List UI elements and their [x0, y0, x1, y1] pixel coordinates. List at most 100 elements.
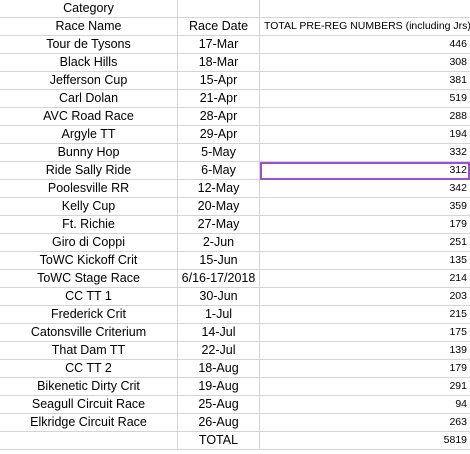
race-date-cell[interactable]: 19-Aug — [178, 378, 260, 396]
table-row: That Dam TT 22-Jul 139 — [0, 342, 470, 360]
table-row: ToWC Kickoff Crit 15-Jun 135 — [0, 252, 470, 270]
empty-cell[interactable] — [178, 0, 260, 18]
race-date-cell[interactable]: 29-Apr — [178, 126, 260, 144]
race-name-cell[interactable]: Catonsville Criterium — [0, 324, 178, 342]
race-date-cell[interactable]: 28-Apr — [178, 108, 260, 126]
count-cell[interactable]: 139 — [260, 342, 470, 360]
count-cell[interactable]: 381 — [260, 72, 470, 90]
race-name-cell[interactable]: CC TT 1 — [0, 288, 178, 306]
race-date-cell[interactable]: 25-Aug — [178, 396, 260, 414]
empty-cell[interactable] — [260, 0, 470, 18]
race-name-cell[interactable]: Argyle TT — [0, 126, 178, 144]
race-date-cell[interactable]: 15-Apr — [178, 72, 260, 90]
count-cell[interactable]: 194 — [260, 126, 470, 144]
race-name-cell[interactable]: Seagull Circuit Race — [0, 396, 178, 414]
count-cell[interactable]: 359 — [260, 198, 470, 216]
race-date-cell[interactable]: 20-May — [178, 198, 260, 216]
table-row: Ft. Richie 27-May 179 — [0, 216, 470, 234]
race-name-cell[interactable]: ToWC Stage Race — [0, 270, 178, 288]
race-name-cell[interactable]: Ft. Richie — [0, 216, 178, 234]
race-date-cell[interactable]: 14-Jul — [178, 324, 260, 342]
race-date-cell[interactable]: 18-Aug — [178, 360, 260, 378]
race-name-cell[interactable]: Bikenetic Dirty Crit — [0, 378, 178, 396]
race-date-cell[interactable]: 26-Aug — [178, 414, 260, 432]
race-name-cell[interactable]: Ride Sally Ride — [0, 162, 178, 180]
total-row: TOTAL 5819 — [0, 432, 470, 450]
race-name-cell[interactable]: Bunny Hop — [0, 144, 178, 162]
count-cell[interactable]: 175 — [260, 324, 470, 342]
count-cell[interactable]: 203 — [260, 288, 470, 306]
race-date-cell[interactable]: 17-Mar — [178, 36, 260, 54]
count-cell[interactable]: 214 — [260, 270, 470, 288]
total-header[interactable]: TOTAL PRE-REG NUMBERS (including Jrs) — [260, 18, 470, 36]
count-cell[interactable]: 288 — [260, 108, 470, 126]
race-date-cell[interactable]: 18-Mar — [178, 54, 260, 72]
count-cell[interactable]: 263 — [260, 414, 470, 432]
count-cell[interactable]: 308 — [260, 54, 470, 72]
table-row: Poolesville RR 12-May 342 — [0, 180, 470, 198]
race-date-cell[interactable]: 2-Jun — [178, 234, 260, 252]
total-label[interactable]: TOTAL — [178, 432, 260, 450]
race-name-cell[interactable]: CC TT 2 — [0, 360, 178, 378]
count-cell[interactable]: 179 — [260, 216, 470, 234]
race-name-cell[interactable]: Jefferson Cup — [0, 72, 178, 90]
race-name-header[interactable]: Race Name — [0, 18, 178, 36]
race-name-cell[interactable]: Black Hills — [0, 54, 178, 72]
race-name-cell[interactable]: AVC Road Race — [0, 108, 178, 126]
category-row: Category — [0, 0, 470, 18]
count-cell[interactable]: 179 — [260, 360, 470, 378]
table-row: AVC Road Race 28-Apr 288 — [0, 108, 470, 126]
table-row: Frederick Crit 1-Jul 215 — [0, 306, 470, 324]
race-date-cell[interactable]: 1-Jul — [178, 306, 260, 324]
race-date-cell[interactable]: 5-May — [178, 144, 260, 162]
empty-cell[interactable] — [0, 432, 178, 450]
table-row: Argyle TT 29-Apr 194 — [0, 126, 470, 144]
count-cell[interactable]: 332 — [260, 144, 470, 162]
race-date-cell[interactable]: 6-May — [178, 162, 260, 180]
table-row: Black Hills 18-Mar 308 — [0, 54, 470, 72]
table-row: Tour de Tysons 17-Mar 446 — [0, 36, 470, 54]
race-date-cell[interactable]: 30-Jun — [178, 288, 260, 306]
table-row: Seagull Circuit Race 25-Aug 94 — [0, 396, 470, 414]
race-date-cell[interactable]: 6/16-17/2018 — [178, 270, 260, 288]
count-cell[interactable]: 342 — [260, 180, 470, 198]
selected-cell[interactable]: 312 — [260, 162, 470, 180]
header-row: Race Name Race Date TOTAL PRE-REG NUMBER… — [0, 18, 470, 36]
count-cell[interactable]: 519 — [260, 90, 470, 108]
table-row: Bikenetic Dirty Crit 19-Aug 291 — [0, 378, 470, 396]
race-name-cell[interactable]: Elkridge Circuit Race — [0, 414, 178, 432]
total-count[interactable]: 5819 — [260, 432, 470, 450]
table-row: CC TT 1 30-Jun 203 — [0, 288, 470, 306]
table-row: Carl Dolan 21-Apr 519 — [0, 90, 470, 108]
race-date-cell[interactable]: 15-Jun — [178, 252, 260, 270]
table-row: Elkridge Circuit Race 26-Aug 263 — [0, 414, 470, 432]
race-name-cell[interactable]: Frederick Crit — [0, 306, 178, 324]
table-row: ToWC Stage Race 6/16-17/2018 214 — [0, 270, 470, 288]
race-date-cell[interactable]: 21-Apr — [178, 90, 260, 108]
table-row: CC TT 2 18-Aug 179 — [0, 360, 470, 378]
count-cell[interactable]: 215 — [260, 306, 470, 324]
race-name-cell[interactable]: Poolesville RR — [0, 180, 178, 198]
race-name-cell[interactable]: Tour de Tysons — [0, 36, 178, 54]
race-name-cell[interactable]: Kelly Cup — [0, 198, 178, 216]
table-row: Ride Sally Ride 6-May 312 — [0, 162, 470, 180]
race-date-cell[interactable]: 22-Jul — [178, 342, 260, 360]
count-cell[interactable]: 94 — [260, 396, 470, 414]
table-row: Bunny Hop 5-May 332 — [0, 144, 470, 162]
category-label[interactable]: Category — [0, 0, 178, 18]
count-cell[interactable]: 135 — [260, 252, 470, 270]
race-name-cell[interactable]: Carl Dolan — [0, 90, 178, 108]
race-date-cell[interactable]: 27-May — [178, 216, 260, 234]
race-date-header[interactable]: Race Date — [178, 18, 260, 36]
count-cell[interactable]: 446 — [260, 36, 470, 54]
count-cell[interactable]: 291 — [260, 378, 470, 396]
table-row: Kelly Cup 20-May 359 — [0, 198, 470, 216]
count-cell[interactable]: 251 — [260, 234, 470, 252]
race-name-cell[interactable]: That Dam TT — [0, 342, 178, 360]
table-row: Giro di Coppi 2-Jun 251 — [0, 234, 470, 252]
race-name-cell[interactable]: Giro di Coppi — [0, 234, 178, 252]
table-row: Catonsville Criterium 14-Jul 175 — [0, 324, 470, 342]
race-date-cell[interactable]: 12-May — [178, 180, 260, 198]
race-name-cell[interactable]: ToWC Kickoff Crit — [0, 252, 178, 270]
